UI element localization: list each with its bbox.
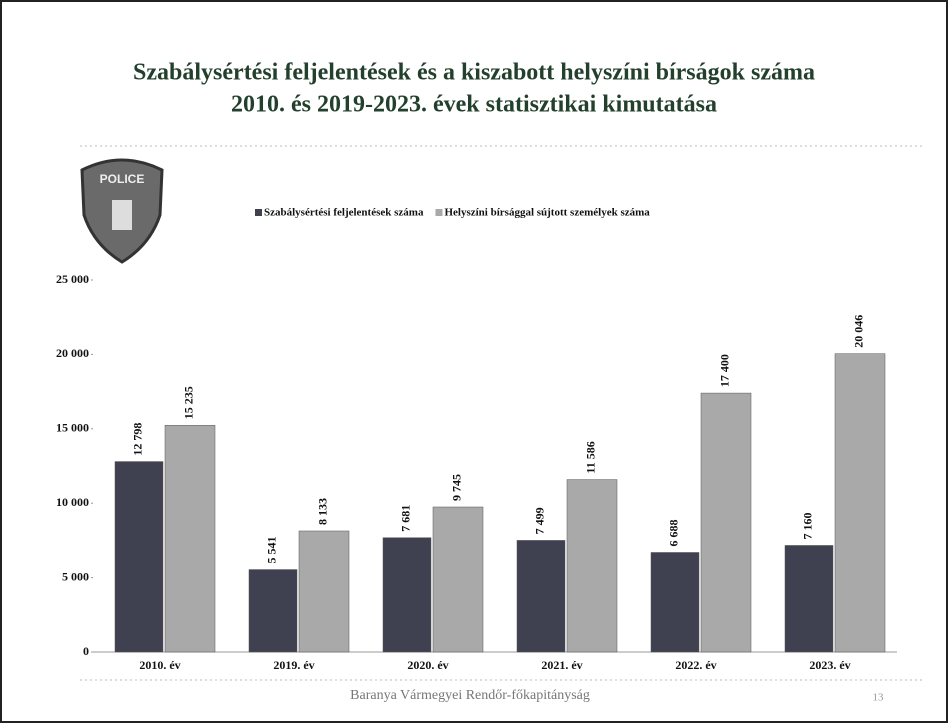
x-tick-label: 2020. év <box>407 658 448 672</box>
bar <box>834 353 886 653</box>
x-tick-label: 2021. év <box>541 658 582 672</box>
legend-label: Helyszíni bírsággal sújtott személyek sz… <box>444 207 650 219</box>
chart-subtitle: 2010. és 2019-2023. évek statisztikai ki… <box>231 92 717 118</box>
x-tick-label: 2010. év <box>139 658 180 672</box>
bar <box>382 537 432 653</box>
y-tick-label: 20 000 <box>56 346 89 360</box>
bar <box>650 552 700 653</box>
value-label: 9 745 <box>450 474 464 501</box>
y-tick-label: 15 000 <box>56 421 89 435</box>
chart-title: Szabálysértési feljelentések és a kiszab… <box>133 60 815 86</box>
value-label: 17 400 <box>718 354 732 387</box>
bar <box>114 461 164 653</box>
y-tick-label: 0 <box>83 644 89 658</box>
legend-label: Szabálysértési feljelentések száma <box>264 207 424 219</box>
logo-text: POLICE <box>100 172 145 186</box>
legend-swatch <box>255 209 262 216</box>
value-label: 7 160 <box>801 512 815 539</box>
value-label: 7 499 <box>533 507 547 534</box>
value-label: 15 235 <box>182 386 196 419</box>
value-label: 6 688 <box>667 519 681 546</box>
bar <box>784 545 834 653</box>
bar <box>432 506 484 653</box>
y-tick-label: 25 000 <box>56 272 89 286</box>
value-label: 20 046 <box>852 315 866 348</box>
value-label: 7 681 <box>399 505 413 532</box>
bar <box>700 392 752 653</box>
y-tick-label: 10 000 <box>56 495 89 509</box>
x-tick-label: 2019. év <box>273 658 314 672</box>
x-tick-label: 2023. év <box>809 658 850 672</box>
y-tick-label: 5 000 <box>62 569 89 583</box>
value-label: 5 541 <box>265 537 279 564</box>
logo-tower <box>112 200 132 230</box>
page-number: 13 <box>873 692 885 704</box>
value-label: 12 798 <box>131 423 145 456</box>
police-logo: POLICE <box>80 158 164 264</box>
legend-swatch <box>435 209 443 216</box>
value-label: 11 586 <box>584 441 598 473</box>
value-label: 8 133 <box>316 498 330 525</box>
bar <box>516 540 566 653</box>
bar <box>164 425 216 653</box>
bar <box>566 479 618 653</box>
footer: Baranya Vármegyei Rendőr-főkapitányság <box>350 688 590 703</box>
x-tick-label: 2022. év <box>675 658 716 672</box>
bar <box>298 530 350 653</box>
bar <box>248 569 298 653</box>
